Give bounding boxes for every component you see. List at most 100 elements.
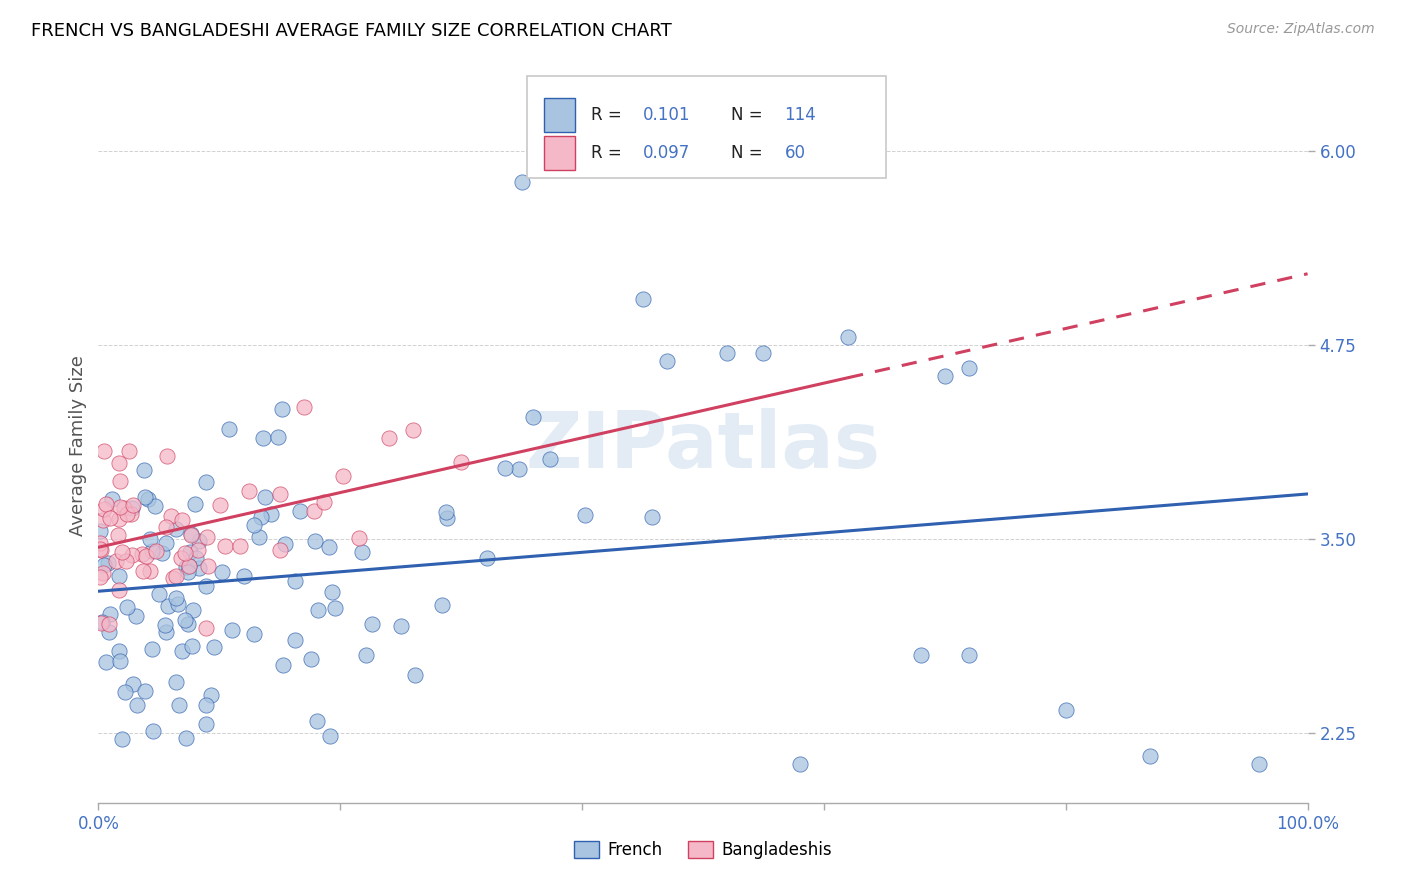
Point <box>170 551 193 566</box>
Point <box>114 685 136 699</box>
Point <box>89 524 111 539</box>
Point <box>436 510 458 524</box>
Point <box>267 430 290 444</box>
Point <box>450 454 472 468</box>
Point <box>522 409 544 424</box>
Point <box>307 603 329 617</box>
Point <box>176 616 198 631</box>
Point <box>475 551 498 566</box>
Point <box>655 353 678 368</box>
Point <box>174 731 197 745</box>
Point <box>108 500 131 515</box>
Point <box>314 495 336 509</box>
Text: 0.097: 0.097 <box>643 144 690 161</box>
Point <box>389 619 412 633</box>
Point <box>167 598 190 612</box>
Text: 0.101: 0.101 <box>643 106 690 124</box>
Point <box>214 539 236 553</box>
Point <box>118 444 141 458</box>
Point <box>194 717 217 731</box>
Point <box>98 616 121 631</box>
Point <box>141 642 163 657</box>
Point <box>186 550 208 565</box>
Point <box>274 537 297 551</box>
Point <box>402 424 425 438</box>
Point <box>211 565 233 579</box>
Point <box>110 732 132 747</box>
Point <box>789 757 811 772</box>
Point <box>187 543 209 558</box>
Point <box>156 599 179 613</box>
Text: ZIPatlas: ZIPatlas <box>526 408 880 484</box>
Point <box>957 648 980 663</box>
Point <box>121 548 143 562</box>
Point <box>323 600 346 615</box>
Point <box>115 554 138 568</box>
Point <box>145 544 167 558</box>
Point <box>98 625 121 640</box>
Point <box>752 346 775 360</box>
Point <box>162 571 184 585</box>
Text: 114: 114 <box>785 106 817 124</box>
Point <box>181 603 204 617</box>
Point <box>631 292 654 306</box>
Point <box>165 522 187 536</box>
Point <box>93 558 115 573</box>
Point <box>269 542 291 557</box>
Text: N =: N = <box>731 144 762 161</box>
Point <box>112 500 135 515</box>
Point <box>292 401 315 415</box>
Point <box>108 655 131 669</box>
Point <box>177 558 200 573</box>
Point <box>1249 757 1271 772</box>
Point <box>188 534 211 549</box>
Point <box>155 536 177 550</box>
Point <box>98 511 121 525</box>
Point <box>98 607 121 622</box>
Point <box>508 461 530 475</box>
FancyBboxPatch shape <box>527 76 886 178</box>
Point <box>641 510 664 524</box>
Point <box>148 587 170 601</box>
Point <box>284 574 307 588</box>
Point <box>574 508 596 522</box>
Point <box>141 543 163 558</box>
Point <box>354 648 377 662</box>
Point <box>105 554 128 568</box>
Point <box>957 361 980 376</box>
Text: N =: N = <box>731 106 762 124</box>
Point <box>107 527 129 541</box>
Y-axis label: Average Family Size: Average Family Size <box>69 356 87 536</box>
Point <box>538 452 561 467</box>
Text: R =: R = <box>591 106 621 124</box>
Point <box>111 545 134 559</box>
Point <box>494 460 516 475</box>
Point <box>194 621 217 635</box>
Point <box>318 729 340 743</box>
Point <box>101 491 124 506</box>
Point <box>122 677 145 691</box>
Point <box>107 583 129 598</box>
Text: R =: R = <box>591 144 621 161</box>
Point <box>150 546 173 560</box>
Point <box>238 483 260 498</box>
Point <box>90 616 112 631</box>
Point <box>270 402 292 417</box>
Point <box>159 509 181 524</box>
Point <box>404 668 426 682</box>
Point <box>243 626 266 640</box>
Point <box>283 632 305 647</box>
Point <box>108 474 131 488</box>
Point <box>108 568 131 582</box>
Point <box>91 566 114 580</box>
Point <box>117 600 139 615</box>
Point <box>172 513 194 527</box>
Point <box>132 463 155 477</box>
Point <box>90 543 112 558</box>
Point <box>349 531 371 545</box>
Point <box>243 518 266 533</box>
Point <box>180 527 202 541</box>
Point <box>121 500 143 515</box>
Point <box>304 534 326 549</box>
Point <box>142 723 165 738</box>
